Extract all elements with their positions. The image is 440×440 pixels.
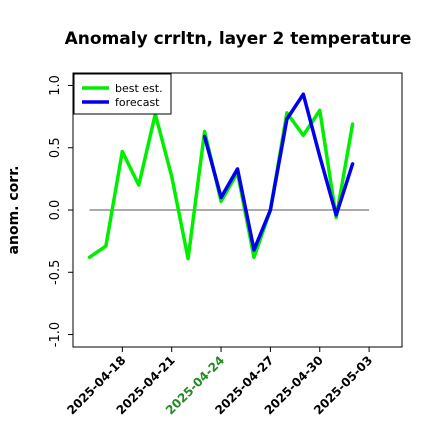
chart-title: Anomaly crrltn, layer 2 temperature [65,29,412,49]
plot-area: -1.0-0.50.00.51.02025-04-182025-04-21202… [48,72,403,417]
y-tick-label: 0.5 [48,137,63,158]
y-tick-label: 1.0 [48,75,63,96]
series-line-forecast [202,92,355,252]
legend-label: forecast [115,96,160,109]
legend-label: best est. [115,82,163,95]
y-axis-label: anom. corr. [6,166,22,255]
y-tick-label: -0.5 [48,260,63,285]
legend-box [73,73,172,115]
legend: best est.forecast [73,73,172,115]
series-line-best-est [87,108,355,261]
y-tick-label: 0.0 [48,200,63,221]
y-tick-label: -1.0 [48,322,63,347]
